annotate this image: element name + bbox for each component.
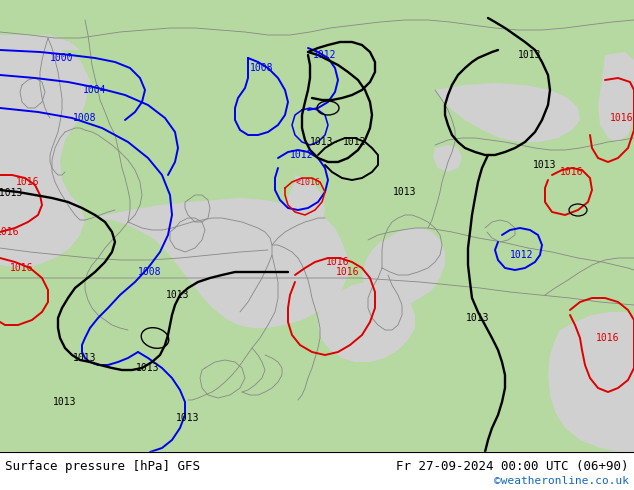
Text: 1013: 1013 [518,50,541,60]
Text: 1013-: 1013- [310,137,340,147]
Text: 1012: 1012 [510,250,534,260]
Text: 1013: 1013 [466,313,489,323]
Polygon shape [598,52,634,142]
Text: 1016: 1016 [596,333,620,343]
Text: 1013: 1013 [176,413,200,423]
Polygon shape [82,198,348,328]
Text: 1016: 1016 [0,227,20,237]
Text: 1013: 1013 [393,187,417,197]
Polygon shape [278,175,325,258]
Text: 1016: 1016 [16,177,40,187]
Text: 1012: 1012 [313,50,337,60]
Text: 1016: 1016 [10,263,34,273]
Text: 1013: 1013 [533,160,557,170]
Text: -1013: -1013 [0,188,23,198]
Polygon shape [0,50,90,268]
Text: 1008: 1008 [138,267,162,277]
Polygon shape [433,145,462,172]
Text: 1013: 1013 [53,397,77,407]
Text: 1013: 1013 [166,290,190,300]
Polygon shape [548,312,634,452]
Text: 1004: 1004 [83,85,107,95]
Polygon shape [318,282,415,362]
Bar [0,452,634,490]
Text: ©weatheronline.co.uk: ©weatheronline.co.uk [494,475,629,486]
Polygon shape [0,35,80,50]
Text: Surface pressure [hPa] GFS: Surface pressure [hPa] GFS [5,460,200,473]
Text: 1012: 1012 [343,137,366,147]
Text: 1016: 1016 [327,257,350,267]
Polygon shape [0,0,634,30]
Text: 1013: 1013 [74,353,97,363]
Text: 1013: 1013 [136,363,160,373]
Text: 1008: 1008 [250,63,274,73]
Text: 1008: 1008 [74,113,97,123]
Text: 1000: 1000 [50,53,74,63]
Text: <1016: <1016 [295,177,321,187]
Text: 1016: 1016 [560,167,584,177]
Text: Fr 27-09-2024 00:00 UTC (06+90): Fr 27-09-2024 00:00 UTC (06+90) [396,460,629,473]
Polygon shape [435,83,580,142]
Polygon shape [218,228,285,302]
Text: 1016: 1016 [611,113,634,123]
Text: 1012: 1012 [290,150,314,160]
Polygon shape [362,228,445,308]
Text: 1016: 1016 [336,267,359,277]
